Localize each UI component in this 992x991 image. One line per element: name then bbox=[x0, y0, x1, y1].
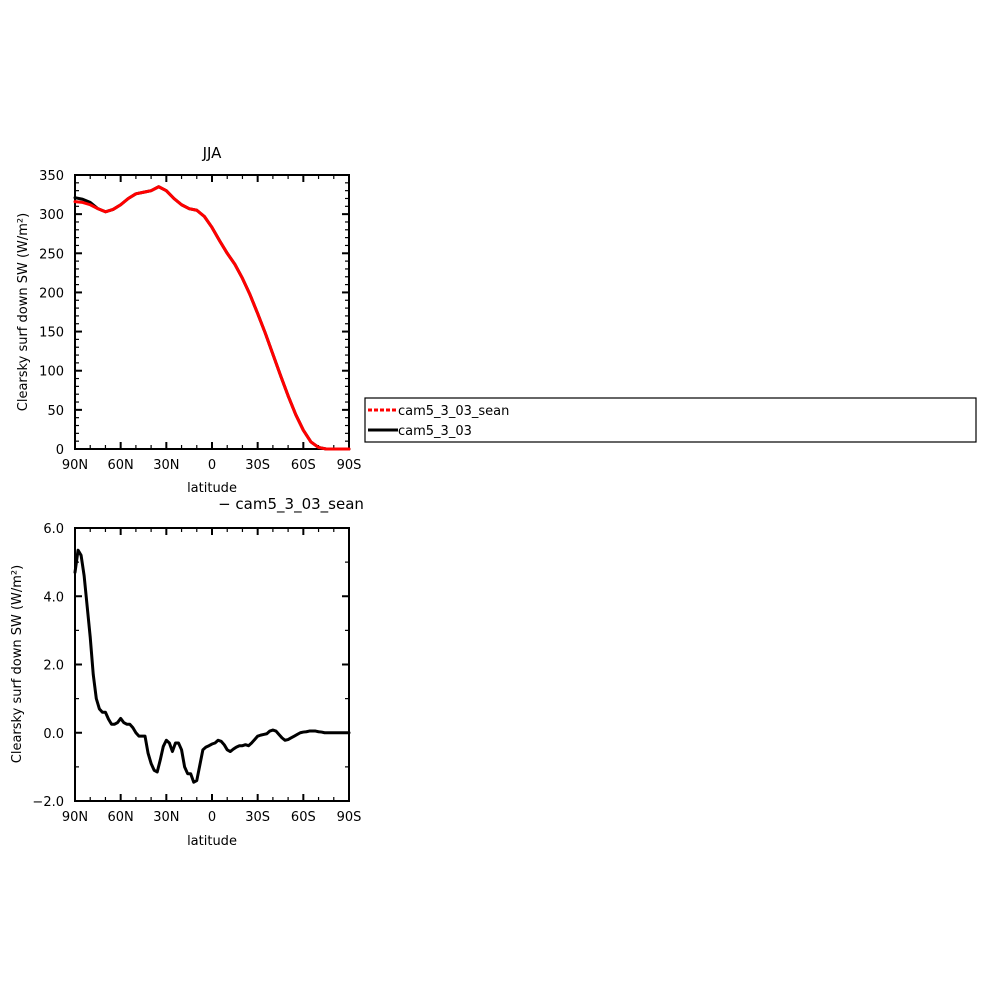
legend: cam5_3_03_sean cam5_3_03 bbox=[364, 397, 977, 443]
top-y-tick-label: 100 bbox=[39, 365, 64, 380]
bottom-series-lines bbox=[73, 548, 351, 784]
bottom-y-tick-label: −2.0 bbox=[32, 795, 64, 810]
top-axis-ticks: 90N 60N 30N 0 30S 60S 90S 0 50 100 150 200 250 300 350 bbox=[39, 169, 361, 473]
legend-label-series-2: cam5_3_03 bbox=[398, 424, 472, 439]
top-y-tick-label: 50 bbox=[47, 404, 64, 419]
top-x-tick-label: 60S bbox=[291, 458, 316, 473]
bottom-x-axis-label: latitude bbox=[187, 834, 237, 849]
top-y-tick-label: 300 bbox=[39, 208, 64, 223]
bottom-x-tick-label: 60N bbox=[108, 810, 134, 825]
top-plot-frame bbox=[74, 174, 350, 450]
top-x-tick-label: 30S bbox=[245, 458, 270, 473]
bottom-panel: − cam5_3_03_sean 90N 60N 30N 0 30S 60S 90S −2.0… bbox=[10, 495, 364, 849]
legend-box bbox=[364, 397, 977, 443]
top-y-axis-label: Clearsky surf down SW (W/m²) bbox=[16, 213, 31, 411]
top-x-tick-label: 60N bbox=[108, 458, 134, 473]
bottom-y-tick-label: 2.0 bbox=[43, 659, 64, 674]
top-x-tick-label: 0 bbox=[208, 458, 216, 473]
bottom-y-tick-label: 6.0 bbox=[43, 522, 64, 537]
bottom-x-tick-label: 60S bbox=[291, 810, 316, 825]
top-y-tick-label: 350 bbox=[39, 169, 64, 184]
bottom-plot-title: − cam5_3_03_sean bbox=[218, 495, 364, 514]
bottom-series-line-1 bbox=[73, 548, 351, 784]
top-panel: JJA 90N 60N 30N 0 30S 60S 90S 0 50 100 150 200 250 30… bbox=[16, 144, 361, 496]
top-x-tick-label: 90S bbox=[337, 458, 362, 473]
bottom-x-tick-label: 0 bbox=[208, 810, 216, 825]
top-y-tick-label: 250 bbox=[39, 247, 64, 262]
top-series-lines bbox=[73, 185, 351, 451]
top-y-tick-label: 200 bbox=[39, 286, 64, 301]
bottom-y-axis-label: Clearsky surf down SW (W/m²) bbox=[10, 565, 25, 763]
top-x-tick-label: 90N bbox=[62, 458, 88, 473]
top-x-axis-label: latitude bbox=[187, 481, 237, 496]
top-series-line-1 bbox=[73, 185, 351, 451]
bottom-y-tick-label: 0.0 bbox=[43, 727, 64, 742]
bottom-x-tick-label: 30S bbox=[245, 810, 270, 825]
bottom-y-tick-label: 4.0 bbox=[43, 590, 64, 605]
top-y-tick-label: 150 bbox=[39, 326, 64, 341]
bottom-x-tick-label: 30N bbox=[153, 810, 179, 825]
top-plot-title: JJA bbox=[202, 144, 223, 162]
top-x-tick-label: 30N bbox=[153, 458, 179, 473]
legend-label-series-1: cam5_3_03_sean bbox=[398, 404, 509, 419]
bottom-x-tick-label: 90N bbox=[62, 810, 88, 825]
bottom-x-tick-label: 90S bbox=[337, 810, 362, 825]
top-y-tick-label: 0 bbox=[56, 443, 64, 458]
bottom-plot-frame bbox=[74, 527, 350, 802]
bottom-axis-ticks: 90N 60N 30N 0 30S 60S 90S −2.0 0.0 2.0 4.0 6.0 bbox=[32, 522, 361, 825]
